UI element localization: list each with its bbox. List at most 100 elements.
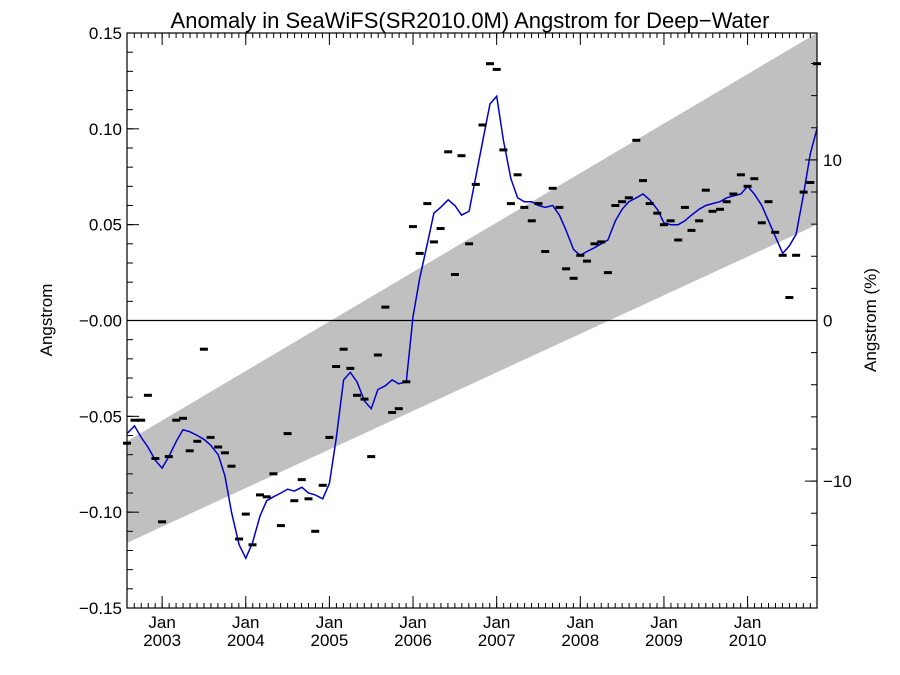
monthly-marker	[597, 240, 606, 244]
monthly-marker	[199, 347, 208, 351]
monthly-marker	[367, 455, 376, 459]
monthly-marker	[569, 276, 578, 280]
monthly-marker	[806, 181, 815, 184]
monthly-marker	[576, 253, 585, 257]
y-tick-label: 0.10	[89, 120, 122, 139]
monthly-marker	[388, 411, 397, 414]
y2-tick-label: 0	[823, 312, 832, 331]
monthly-marker	[680, 205, 689, 209]
monthly-marker	[436, 227, 445, 230]
monthly-marker	[423, 202, 432, 206]
monthly-marker	[227, 464, 236, 468]
monthly-marker	[506, 202, 515, 206]
monthly-marker	[179, 416, 187, 420]
monthly-marker	[701, 188, 710, 192]
y2-tick-label: −10	[823, 472, 852, 491]
monthly-marker	[318, 483, 327, 487]
monthly-marker	[695, 219, 704, 223]
monthly-marker	[603, 271, 612, 275]
monthly-marker	[708, 209, 717, 213]
monthly-marker	[674, 238, 683, 242]
monthly-marker	[241, 512, 250, 516]
monthly-marker	[269, 472, 278, 476]
x-tick-month: Jan	[567, 613, 594, 632]
monthly-marker	[381, 305, 390, 309]
monthly-marker	[527, 219, 536, 223]
monthly-marker	[541, 250, 550, 253]
monthly-marker	[339, 347, 348, 351]
monthly-marker	[185, 449, 194, 453]
monthly-marker	[716, 207, 724, 211]
monthly-marker	[624, 196, 633, 200]
y-tick-label: −0.15	[79, 599, 122, 618]
monthly-marker	[471, 182, 480, 186]
monthly-marker	[478, 123, 487, 127]
right-axis: 10 0 −10	[805, 63, 852, 578]
monthly-marker	[513, 173, 522, 177]
monthly-marker	[492, 67, 501, 71]
monthly-marker	[722, 200, 731, 204]
monthly-marker	[353, 393, 361, 397]
y-tick-label: −0.00	[79, 312, 122, 331]
x-tick-month: Jan	[650, 613, 677, 632]
monthly-marker	[409, 225, 417, 229]
monthly-marker	[736, 173, 745, 177]
monthly-marker	[645, 202, 654, 206]
monthly-marker	[653, 211, 662, 215]
monthly-marker	[799, 190, 808, 194]
monthly-marker	[764, 200, 773, 204]
monthly-marker	[276, 524, 285, 528]
monthly-marker	[346, 366, 355, 370]
monthly-marker	[555, 205, 564, 209]
monthly-marker	[659, 223, 668, 227]
x-tick-year: 2007	[478, 631, 516, 650]
monthly-marker	[771, 230, 780, 234]
monthly-marker	[248, 543, 257, 547]
monthly-marker	[639, 179, 647, 183]
monthly-marker	[757, 221, 766, 225]
monthly-marker	[373, 353, 382, 357]
x-tick-year: 2003	[143, 631, 181, 650]
monthly-marker	[632, 138, 641, 142]
x-tick-year: 2009	[645, 631, 683, 650]
monthly-marker	[465, 242, 474, 246]
monthly-marker	[590, 242, 599, 246]
monthly-marker	[450, 273, 459, 276]
monthly-marker	[290, 499, 299, 503]
monthly-marker	[486, 62, 494, 66]
monthly-marker	[785, 296, 794, 299]
monthly-marker	[297, 478, 306, 482]
x-tick-month: Jan	[316, 613, 343, 632]
monthly-marker	[311, 529, 320, 533]
left-axis: 0.15 0.10 0.05 −0.00 −0.05 −0.10 −0.15	[79, 24, 139, 618]
monthly-marker	[158, 520, 167, 524]
monthly-marker	[534, 202, 543, 206]
monthly-marker	[214, 445, 223, 449]
plot-area	[123, 33, 821, 560]
monthly-marker	[193, 439, 202, 443]
x-tick-year: 2005	[310, 631, 348, 650]
monthly-marker	[583, 259, 591, 263]
chart-title: Anomaly in SeaWiFS(SR2010.0M) Angstrom f…	[171, 8, 770, 33]
monthly-marker	[415, 251, 424, 255]
monthly-marker	[457, 154, 466, 158]
x-tick-month: Jan	[734, 613, 761, 632]
trend-band	[127, 33, 817, 543]
monthly-marker	[130, 418, 139, 422]
x-tick-month: Jan	[148, 613, 175, 632]
monthly-marker	[548, 186, 557, 190]
monthly-marker	[429, 240, 438, 244]
monthly-marker	[206, 435, 215, 439]
x-tick-month: Jan	[232, 613, 259, 632]
monthly-marker	[325, 435, 334, 439]
monthly-marker	[618, 200, 627, 204]
monthly-marker	[151, 457, 160, 460]
running-mean-line	[126, 94, 818, 560]
y-tick-label: 0.15	[89, 24, 122, 43]
monthly-marker	[562, 267, 571, 271]
monthly-marker	[137, 418, 146, 422]
x-tick-year: 2010	[729, 631, 767, 650]
monthly-marker	[792, 253, 801, 257]
y-tick-label: −0.10	[79, 503, 122, 522]
